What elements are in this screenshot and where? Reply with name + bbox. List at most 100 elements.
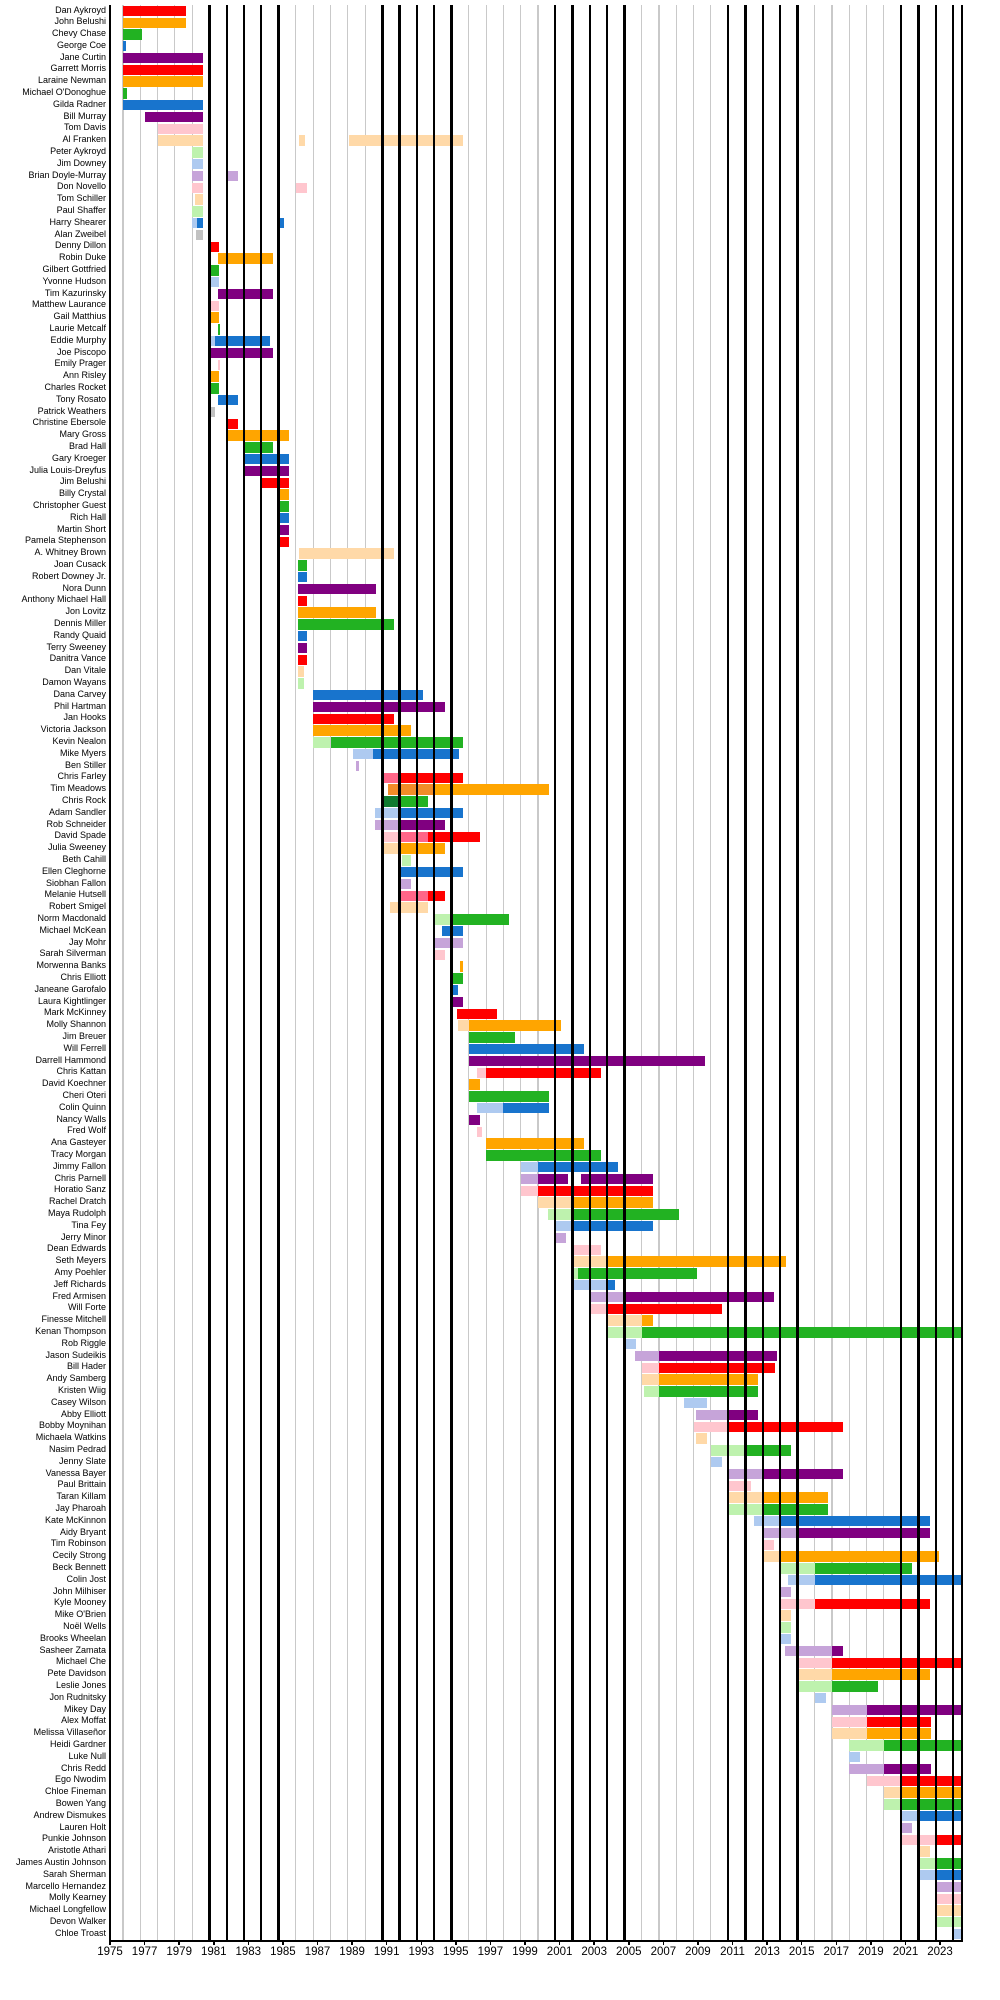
tenure-bar: [399, 808, 463, 819]
cast-member-label: Randy Quaid: [53, 629, 106, 640]
tenure-bar: [486, 1150, 602, 1161]
tenure-bar: [210, 300, 219, 312]
cast-member-label: Colin Quinn: [58, 1101, 106, 1112]
tenure-bar: [486, 1067, 602, 1078]
cast-member-label: Taran Killam: [56, 1491, 106, 1502]
cast-member-label: Tim Robinson: [50, 1538, 106, 1549]
tenure-bar: [762, 1539, 774, 1550]
tenure-bar: [589, 1303, 608, 1314]
cast-member-label: Devon Walker: [49, 1915, 106, 1926]
cast-member-label: Joe Piscopo: [56, 346, 106, 357]
gridline-season: [658, 5, 660, 1940]
tenure-bar: [780, 1586, 792, 1598]
gridline-season-bold: [727, 5, 730, 1940]
tenure-bar: [192, 182, 204, 194]
cast-member-label: Abby Elliott: [60, 1408, 106, 1419]
tenure-bar: [374, 808, 400, 819]
tenure-bar: [728, 1480, 752, 1491]
cast-member-label: Al Franken: [62, 134, 106, 145]
tenure-bar: [468, 1032, 515, 1043]
x-axis-tick-label: 2017: [823, 1946, 850, 1958]
cast-member-label: Jerry Minor: [60, 1231, 106, 1242]
cast-member-label: Chris Parnell: [54, 1172, 106, 1183]
cast-member-label: Brad Hall: [68, 441, 106, 452]
tenure-bar: [555, 1232, 567, 1244]
tenure-bar: [297, 666, 304, 677]
cast-member-label: Rob Riggle: [61, 1337, 106, 1348]
x-axis-tick-label: 1995: [443, 1946, 469, 1958]
tenure-bar: [434, 914, 452, 925]
tenure-bar: [728, 1409, 759, 1421]
tenure-bar: [123, 88, 127, 99]
tenure-bar: [355, 760, 360, 772]
tenure-bar: [210, 336, 215, 347]
cast-member-label: Noël Wells: [63, 1620, 106, 1631]
tenure-bar: [390, 902, 429, 913]
x-axis-tick-label: 2011: [720, 1946, 745, 1958]
cast-member-label: Dan Aykroyd: [55, 4, 106, 15]
tenure-bar: [832, 1657, 962, 1668]
x-axis-tick-label: 2003: [581, 1946, 607, 1958]
cast-member-label: Beth Cahill: [62, 854, 106, 864]
tenure-bar: [434, 937, 463, 949]
tenure-bar: [192, 159, 204, 170]
tenure-bar: [194, 194, 204, 205]
tenure-bar: [261, 477, 289, 489]
tenure-bar: [382, 772, 400, 783]
x-axis-tick-label: 1987: [304, 1946, 331, 1958]
tenure-bar: [883, 1799, 902, 1810]
cast-member-label: Ellen Cleghorne: [41, 865, 106, 876]
cast-member-label: Dana Carvey: [53, 688, 106, 699]
tenure-bar: [399, 772, 463, 783]
cast-member-label: Janeane Garofalo: [34, 983, 106, 994]
tenure-bar: [520, 1185, 538, 1196]
cast-member-label: Julia Louis-Dreyfus: [29, 464, 106, 475]
tenure-bar: [659, 1362, 775, 1373]
tenure-bar: [123, 5, 187, 17]
cast-member-label: Garrett Morris: [50, 63, 106, 74]
tenure-bar: [278, 489, 289, 500]
tenure-bar: [918, 1858, 936, 1869]
gridline-season-bold: [242, 5, 246, 1940]
gridline-season-bold: [623, 5, 626, 1940]
cast-member-label: Jim Breuer: [62, 1030, 106, 1041]
tenure-bar: [935, 1917, 962, 1928]
cast-member-label: Michael Che: [55, 1656, 106, 1667]
cast-member-label: Andrew Dismukes: [33, 1809, 106, 1820]
tenure-bar: [330, 737, 463, 748]
cast-member-label: Bowen Yang: [55, 1797, 106, 1808]
cast-member-label: Laurie Metcalf: [49, 323, 106, 334]
cast-member-label: Tina Fey: [71, 1219, 106, 1230]
cast-member-label: Michael McKean: [39, 924, 106, 935]
cast-member-label: Damon Wayans: [42, 677, 106, 688]
tenure-bar: [399, 843, 446, 854]
tenure-bar: [935, 1881, 962, 1893]
tenure-bar: [402, 855, 411, 866]
gridline-season-bold: [398, 5, 401, 1940]
tenure-bar: [641, 1315, 653, 1326]
cast-member-label: Brooks Wheelan: [39, 1632, 106, 1643]
tenure-bar: [399, 867, 463, 878]
cast-member-label: Jon Rudnitsky: [49, 1691, 106, 1702]
x-axis-tick: [178, 1940, 180, 1945]
cast-member-label: Terry Sweeney: [46, 641, 106, 652]
tenure-bar: [866, 1716, 932, 1727]
tenure-bar: [457, 1020, 469, 1031]
tenure-bar: [348, 135, 463, 146]
x-axis-tick: [800, 1940, 803, 1945]
tenure-bar: [935, 1869, 962, 1881]
x-axis-tick-label: 1999: [512, 1946, 538, 1958]
tenure-bar: [780, 1622, 792, 1633]
x-axis-tick-label: 1983: [235, 1946, 262, 1958]
tenure-bar: [814, 1563, 913, 1574]
tenure-bar: [918, 1846, 930, 1857]
tenure-bar: [780, 1610, 792, 1621]
tenure-bar: [157, 135, 204, 146]
gridline-season: [848, 5, 850, 1940]
tenure-bar: [468, 1055, 705, 1067]
cast-member-label: Luke Null: [68, 1750, 106, 1761]
cast-member-label: Kenan Thompson: [35, 1325, 106, 1336]
tenure-bar: [607, 1279, 615, 1291]
tenure-bar: [883, 1763, 932, 1775]
cast-member-label: Bill Murray: [63, 110, 106, 121]
